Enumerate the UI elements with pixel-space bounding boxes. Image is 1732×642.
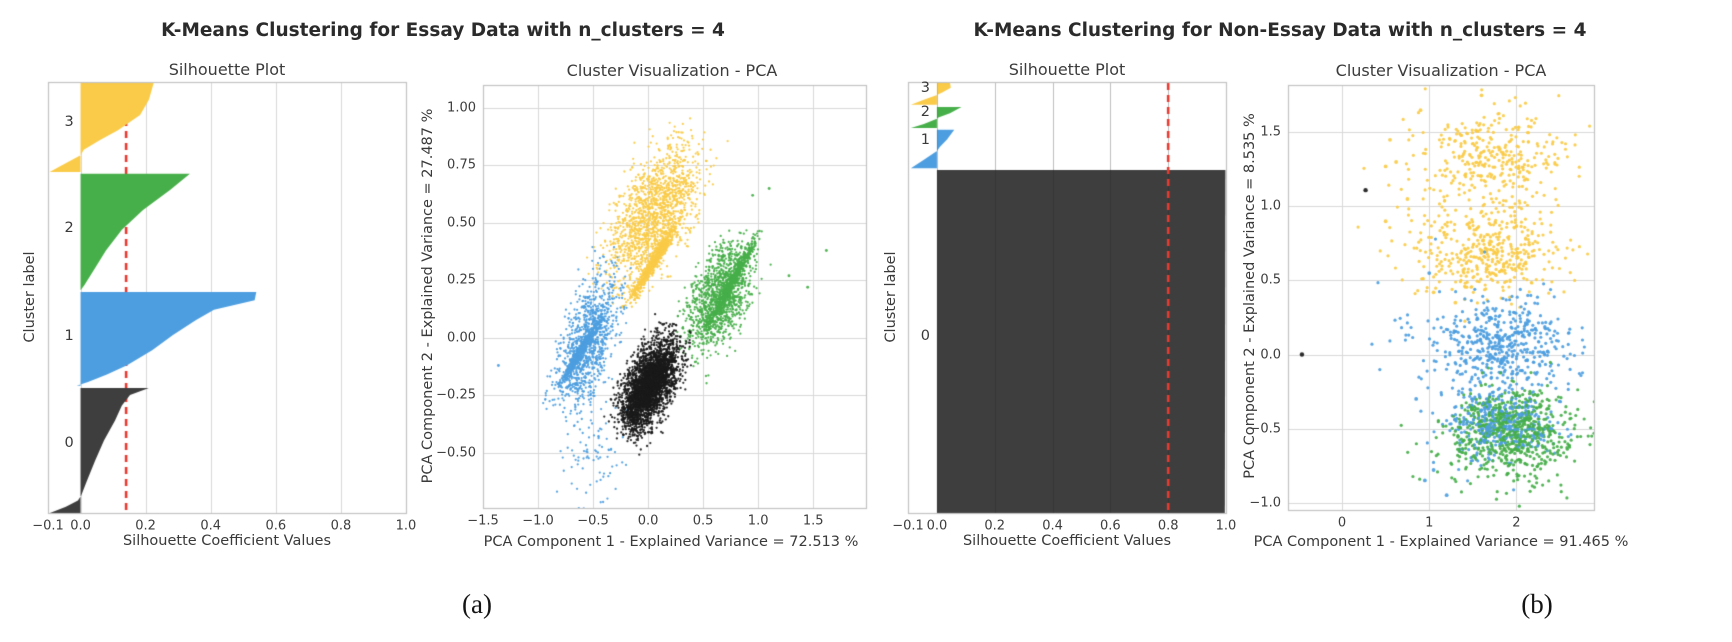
- silhouette-a-title: Silhouette Plot: [168, 60, 286, 79]
- tick-label: 0.0: [1260, 347, 1281, 362]
- cluster-label: 3: [64, 114, 74, 131]
- pca-a-ylabel: PCA Component 2 - Explained Variance = 2…: [420, 108, 436, 484]
- tick-label: 0.25: [447, 272, 476, 288]
- figure-b-title: K-Means Clustering for Non-Essay Data wi…: [973, 20, 1587, 41]
- tick-label: 0.50: [447, 215, 476, 231]
- silhouette-b-ylabel: Cluster label: [883, 251, 899, 343]
- silhouette-a-ylabel: Cluster label: [22, 251, 38, 343]
- tick-label: −1.5: [467, 513, 499, 529]
- cluster-label: 1: [64, 327, 74, 344]
- tick-label: 0.5: [1260, 272, 1281, 288]
- tick-label: 0.2: [984, 518, 1006, 534]
- tick-label: 0.6: [265, 518, 287, 534]
- silhouette-b-xlabel: Silhouette Coefficient Values: [962, 533, 1172, 549]
- tick-label: 0.75: [447, 157, 476, 173]
- tick-label: 0.6: [1100, 518, 1121, 534]
- tick-label: 0.0: [70, 518, 91, 534]
- tick-label: −0.25: [436, 387, 476, 403]
- tick-label: 0.2: [135, 518, 156, 534]
- pca-b-title: Cluster Visualization - PCA: [1335, 61, 1547, 80]
- tick-label: −0.5: [577, 513, 609, 529]
- tick-label: −0.50: [436, 445, 476, 461]
- tick-label: 0.4: [200, 518, 222, 534]
- tick-label: 1.0: [1260, 198, 1281, 214]
- tick-label: 0.8: [1157, 518, 1179, 534]
- tick-label: 1.00: [447, 100, 476, 116]
- tick-label: 0.0: [637, 513, 659, 529]
- tick-label: 0.4: [1042, 518, 1063, 534]
- tick-label: 2: [1512, 515, 1521, 531]
- tick-label: 0.0: [926, 518, 948, 534]
- tick-label: 1.5: [1260, 124, 1281, 140]
- tick-label: 0: [1337, 515, 1347, 531]
- tick-label: −0.5: [1249, 421, 1281, 437]
- pca-a-xlabel: PCA Component 1 - Explained Variance = 7…: [483, 534, 859, 550]
- tick-label: 1.0: [1215, 518, 1237, 534]
- silhouette-a-xlabel: Silhouette Coefficient Values: [122, 533, 332, 549]
- tick-label: −1.0: [522, 513, 554, 529]
- pca-a-title: Cluster Visualization - PCA: [566, 61, 778, 80]
- tick-label: −0.1: [32, 518, 64, 534]
- pca-b-xlabel: PCA Component 1 - Explained Variance = 9…: [1253, 534, 1629, 550]
- tick-label: 1.0: [747, 513, 769, 529]
- tick-label: 0.8: [330, 518, 352, 534]
- tick-label: 0.00: [447, 330, 476, 346]
- silhouette-b-title: Silhouette Plot: [1008, 60, 1126, 79]
- tick-label: −0.1: [892, 518, 924, 534]
- tick-label: 0.5: [692, 513, 714, 529]
- cluster-label: 2: [64, 220, 74, 237]
- tick-label: −1.0: [1249, 495, 1281, 511]
- cluster-label: 0: [64, 435, 74, 452]
- cluster-label: 3: [920, 80, 930, 97]
- tick-label: 1.5: [802, 513, 824, 529]
- caption-a: (a): [462, 589, 492, 619]
- cluster-label: 1: [920, 132, 930, 149]
- cluster-label: 2: [920, 104, 930, 121]
- cluster-label: 0: [920, 328, 930, 345]
- tick-label: 1.0: [395, 518, 417, 534]
- tick-label: 1: [1425, 515, 1434, 531]
- figure-a-title: K-Means Clustering for Essay Data with n…: [161, 20, 725, 41]
- caption-b: (b): [1521, 589, 1553, 619]
